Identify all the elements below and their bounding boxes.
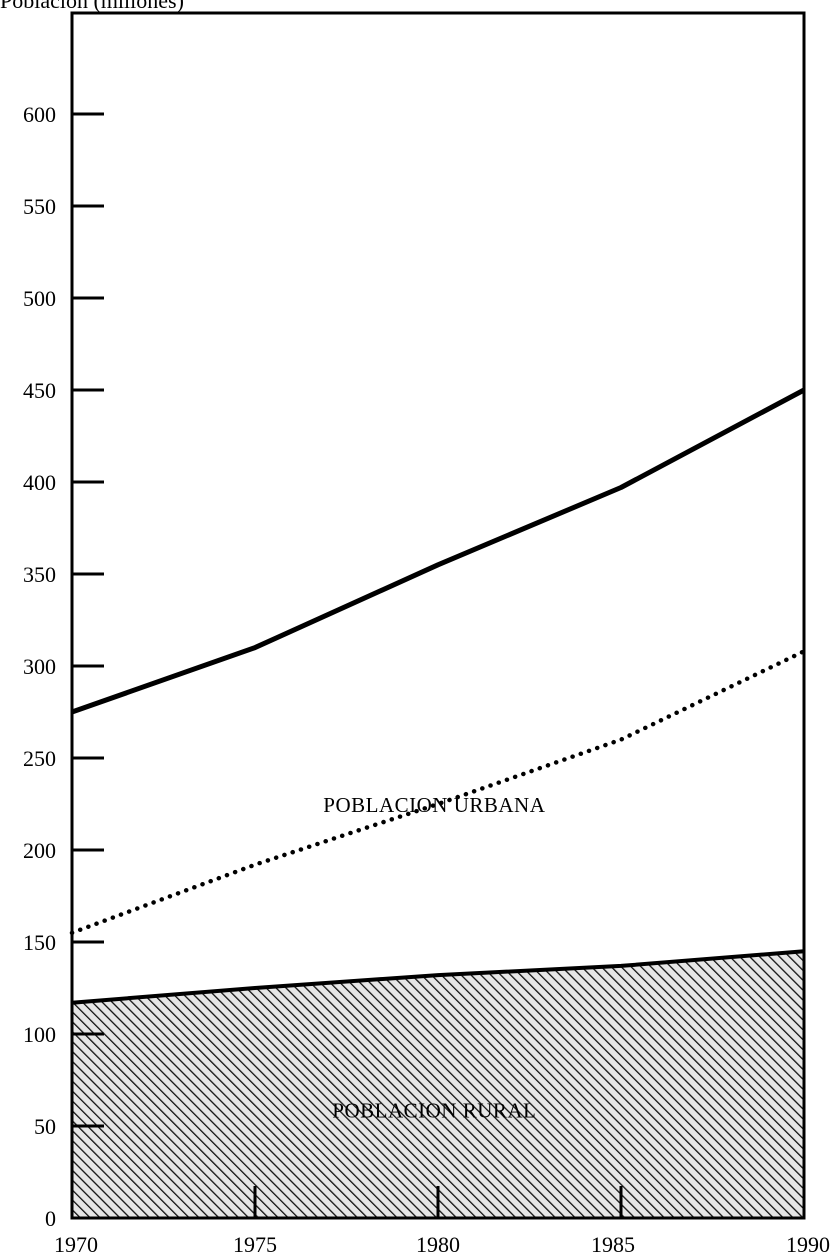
series-line-total (71, 387, 806, 715)
y-tick-label: 50 (34, 1114, 56, 1139)
rural-area (72, 951, 804, 1218)
series-layer (69, 387, 807, 1005)
x-tick-label: 1985 (591, 1232, 635, 1257)
y-tick-label: 500 (23, 286, 56, 311)
y-tick-label: 150 (23, 930, 56, 955)
y-tick-label: 600 (23, 102, 56, 127)
y-tick-label: 0 (45, 1206, 56, 1231)
x-tick-label: 1975 (233, 1232, 277, 1257)
x-tick-label: 1970 (54, 1232, 98, 1257)
series-line-dotted (69, 649, 807, 936)
y-tick-label: 550 (23, 194, 56, 219)
series-line-rural (71, 949, 805, 1005)
x-axis: 1970 1975 1980 1985 1990 (54, 1186, 830, 1257)
y-tick-label: 100 (23, 1022, 56, 1047)
y-tick-label: 300 (23, 654, 56, 679)
y-tick-label: 200 (23, 838, 56, 863)
y-axis-title: Población (millones) (0, 0, 184, 13)
y-tick-label: 350 (23, 562, 56, 587)
annotations: POBLACION URBANA POBLACION RURAL (323, 793, 545, 1122)
x-tick-label: 1980 (416, 1232, 460, 1257)
y-tick-label: 450 (23, 378, 56, 403)
y-axis: 0 50 100 150 200 250 300 350 400 450 500 550 600 (23, 102, 104, 1231)
annotation-rural: POBLACION RURAL (332, 1098, 536, 1122)
rural-area-layer (72, 951, 804, 1218)
y-tick-label: 250 (23, 746, 56, 771)
y-tick-label: 400 (23, 470, 56, 495)
x-tick-label: 1990 (786, 1232, 830, 1257)
annotation-urban: POBLACION URBANA (323, 793, 545, 817)
